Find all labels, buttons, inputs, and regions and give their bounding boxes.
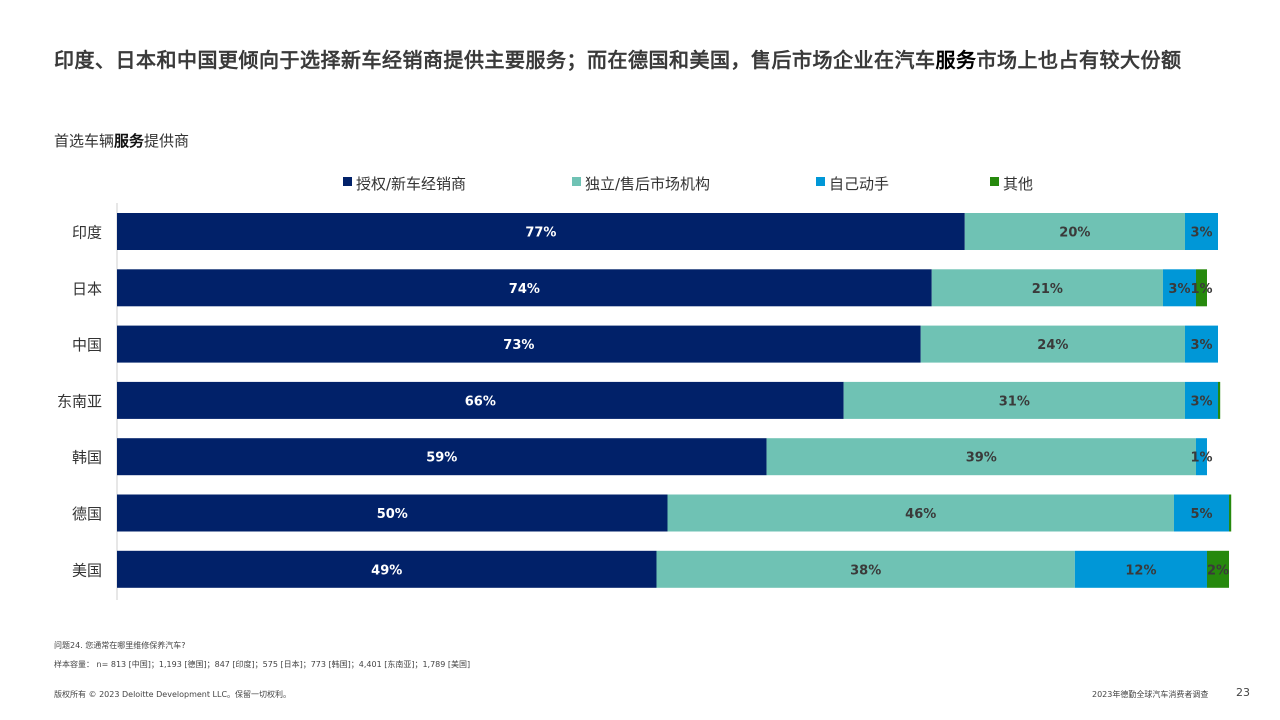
legend-label-3: 自己动手 [829, 175, 889, 193]
data-label: 77% [525, 226, 556, 241]
bar-segment [117, 438, 767, 476]
bar-segment [931, 269, 1163, 307]
bar-segment [920, 325, 1185, 363]
data-label: 3% [1190, 394, 1212, 409]
subtitle-highlight: 服务 [114, 132, 145, 150]
bar-segment [1074, 550, 1207, 588]
data-label: 46% [905, 507, 936, 522]
page-title: 印度、日本和中国更倾向于选择新车经销商提供主要服务；而在德国和美国，售后市场企业… [54, 44, 1182, 73]
bar-segment [1184, 325, 1218, 363]
legend-label-1: 授权/新车经销商 [356, 175, 466, 193]
data-label: 66% [465, 394, 496, 409]
legend-swatch-1 [343, 177, 352, 186]
bar-segment [1173, 494, 1230, 532]
bar-segment [1195, 269, 1207, 307]
category-label: 韩国 [72, 449, 102, 467]
data-label: 59% [426, 451, 457, 466]
title-part-2: 市场上也占有较大份额 [976, 48, 1182, 72]
legend-label-2: 独立/售后市场机构 [585, 175, 710, 193]
data-label: 3% [1190, 226, 1212, 241]
data-label: 1% [1190, 451, 1212, 466]
data-label: 2% [1207, 563, 1229, 578]
legend-swatch-4 [990, 177, 999, 186]
legend-swatch-2 [572, 177, 581, 186]
footer-copyright: 版权所有 © 2023 Deloitte Development LLC。保留一… [54, 690, 292, 699]
category-label: 日本 [72, 280, 102, 298]
bar-segment [964, 213, 1185, 250]
category-label: 美国 [72, 561, 102, 579]
data-label: 1% [1190, 282, 1212, 297]
page-number: 23 [1236, 686, 1250, 699]
bar-segment [117, 550, 657, 588]
bar-segment [1184, 213, 1218, 250]
bar-segment [1206, 550, 1230, 588]
title-part-1: 印度、日本和中国更倾向于选择新车经销商提供主要服务；而在德国和美国，售后市场企业… [54, 48, 936, 72]
bar-segment [667, 494, 1174, 532]
data-label: 24% [1037, 338, 1068, 353]
bar-segment [117, 213, 965, 250]
footnote-question: 问题24. 您通常在哪里维修保养汽车? [54, 641, 186, 650]
bar-segment [1229, 494, 1232, 532]
category-label: 印度 [72, 224, 102, 242]
bar-segment [117, 494, 668, 532]
bar-segment [656, 550, 1075, 588]
data-label: 49% [371, 563, 402, 578]
data-label: 21% [1032, 282, 1063, 297]
category-label: 中国 [72, 336, 102, 354]
subtitle-part-2: 提供商 [144, 132, 190, 150]
bar-segment [117, 325, 921, 363]
bar-segment [117, 269, 932, 307]
footer-survey-name: 2023年德勤全球汽车消费者调查 [1092, 690, 1209, 699]
bar-segment [843, 381, 1185, 419]
bar-segment [1162, 269, 1196, 307]
data-label: 74% [509, 282, 540, 297]
legend-label-4: 其他 [1003, 175, 1033, 193]
bar-segment [1184, 381, 1218, 419]
data-label: 39% [966, 451, 997, 466]
bar-segment [117, 381, 844, 419]
bar-segment [1218, 381, 1221, 419]
subtitle-part-1: 首选车辆 [54, 132, 115, 150]
data-label: 38% [850, 563, 881, 578]
category-label: 东南亚 [57, 392, 102, 410]
data-label: 12% [1125, 563, 1156, 578]
data-label: 3% [1190, 338, 1212, 353]
data-label: 3% [1168, 282, 1190, 297]
data-label: 20% [1059, 226, 1090, 241]
data-label: 31% [999, 394, 1030, 409]
data-label: 5% [1190, 507, 1212, 522]
chart-subtitle: 首选车辆服务提供商 [54, 130, 189, 151]
category-label: 德国 [72, 505, 102, 523]
footnote-sample-size: 样本容量： n= 813 [中国]；1,193 [德国]；847 [印度]；57… [54, 660, 471, 669]
data-label: 73% [503, 338, 534, 353]
legend-swatch-3 [816, 177, 825, 186]
bar-segment [1195, 438, 1207, 476]
bar-segment [766, 438, 1196, 476]
title-highlight: 服务 [935, 48, 977, 72]
data-label: 50% [377, 507, 408, 522]
